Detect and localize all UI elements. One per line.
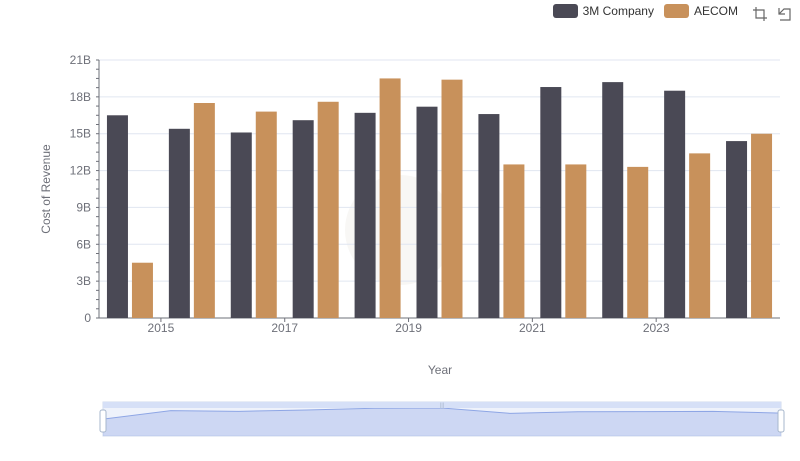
bar-3m [230,132,252,318]
x-tick-label: 2017 [271,321,298,335]
legend-item-aecom[interactable]: AECOM [663,4,738,18]
bar-aecom [565,164,587,318]
bar-aecom [131,262,153,318]
bar-3m [416,106,438,318]
x-tick-label: 2023 [643,321,670,335]
datazoom-selection-bar [103,402,781,408]
toolbox [752,6,792,22]
x-tick-label: 2021 [519,321,546,335]
bar-aecom [193,103,215,318]
legend-swatch-3m [552,4,578,18]
bar-3m [478,114,500,318]
datazoom-grip-icon[interactable]: ||| [440,403,445,409]
bar-aecom [689,153,711,318]
y-axis-label: Cost of Revenue [39,144,53,234]
bar-aecom [751,133,773,318]
bar-3m [106,115,128,319]
bar-3m [168,128,190,318]
x-axis-label: Year [428,363,452,377]
y-tick-label: 9B [76,200,91,214]
bar-3m [540,87,562,319]
y-tick-label: 18B [70,90,91,104]
bar-aecom [627,166,649,318]
legend: 3M Company AECOM [552,4,738,18]
bar-3m [602,82,624,318]
y-tick-label: 6B [76,237,91,251]
bar-3m [292,120,314,318]
y-tick-label: 3B [76,274,91,288]
y-tick-label: 15B [70,127,91,141]
bar-aecom [317,101,339,319]
bar-aecom [255,111,277,318]
bar-aecom [503,164,525,318]
zoom-icon[interactable] [752,6,768,22]
y-tick-label: 12B [70,164,91,178]
legend-label-aecom: AECOM [693,4,738,18]
x-tick-label: 2015 [148,321,175,335]
datazoom-handle-left[interactable] [99,409,107,433]
datazoom-area [103,408,781,436]
restore-icon[interactable] [776,6,792,22]
legend-item-3m[interactable]: 3M Company [552,4,654,18]
legend-label-3m: 3M Company [582,4,654,18]
y-tick-label: 21B [70,53,91,67]
bar-3m [664,90,686,318]
datazoom-handle-right[interactable] [777,409,785,433]
y-tick-label: 0 [84,311,91,325]
x-tick-label: 2019 [395,321,422,335]
bar-3m [726,141,748,318]
bar-3m [354,112,376,318]
legend-swatch-aecom [663,4,689,18]
bar-aecom [379,78,401,318]
bar-aecom [441,79,463,319]
